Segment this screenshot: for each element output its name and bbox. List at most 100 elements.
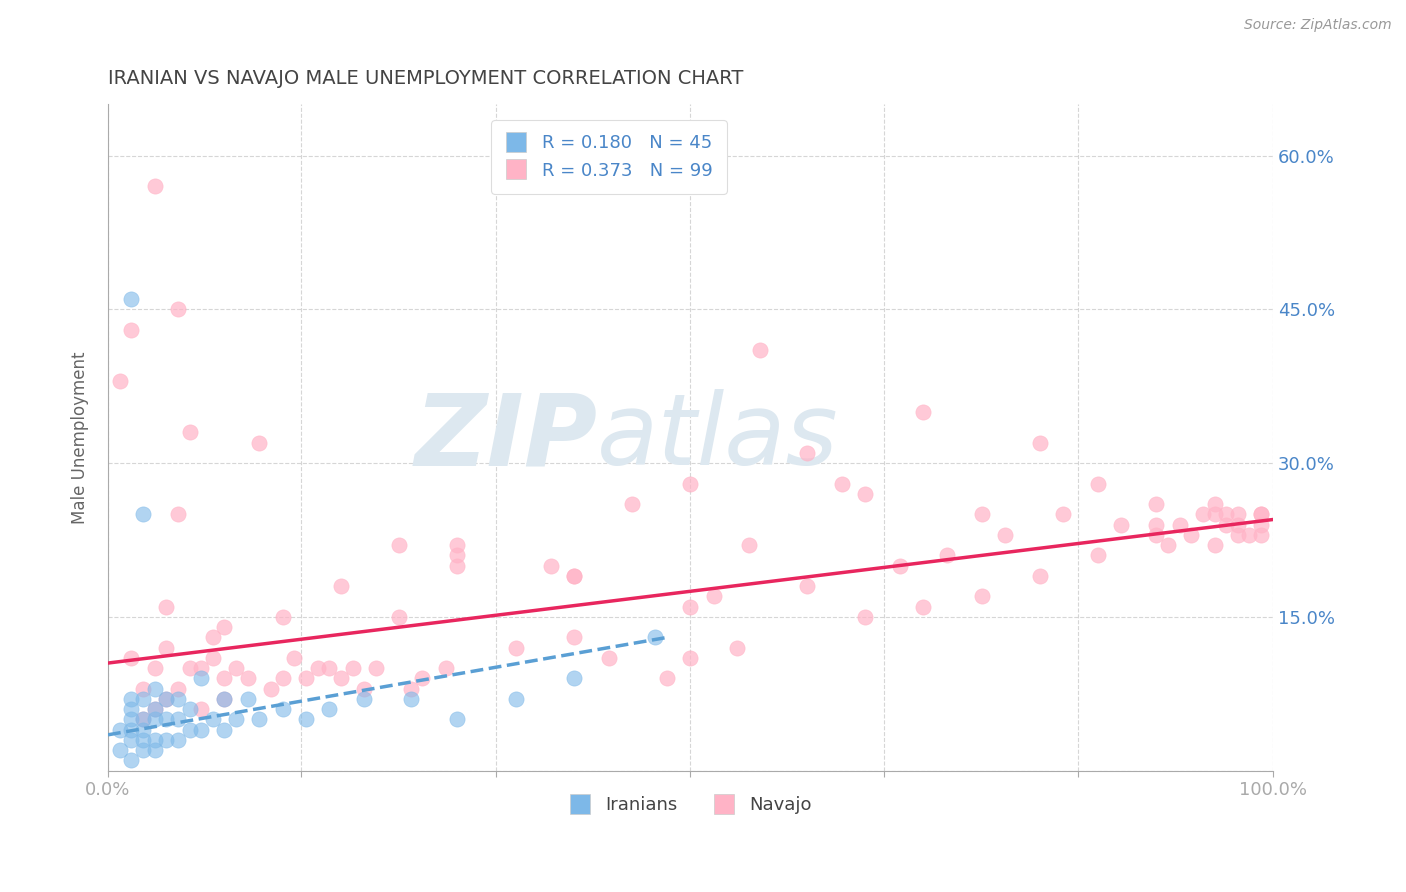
- Point: [179, 723, 201, 737]
- Point: [120, 733, 142, 747]
- Point: [1239, 528, 1261, 542]
- Point: [1250, 528, 1272, 542]
- Point: [679, 651, 702, 665]
- Point: [167, 681, 190, 696]
- Point: [236, 672, 259, 686]
- Point: [120, 323, 142, 337]
- Point: [562, 569, 585, 583]
- Point: [143, 702, 166, 716]
- Point: [120, 754, 142, 768]
- Point: [1029, 569, 1052, 583]
- Point: [399, 681, 422, 696]
- Point: [155, 733, 177, 747]
- Point: [190, 661, 212, 675]
- Point: [249, 713, 271, 727]
- Point: [970, 590, 993, 604]
- Point: [225, 661, 247, 675]
- Point: [132, 692, 155, 706]
- Point: [143, 661, 166, 675]
- Point: [562, 631, 585, 645]
- Point: [307, 661, 329, 675]
- Point: [120, 713, 142, 727]
- Point: [434, 661, 457, 675]
- Point: [540, 558, 562, 573]
- Point: [935, 549, 957, 563]
- Point: [912, 599, 935, 614]
- Point: [201, 631, 224, 645]
- Point: [399, 692, 422, 706]
- Point: [1192, 508, 1215, 522]
- Point: [562, 672, 585, 686]
- Point: [679, 476, 702, 491]
- Point: [388, 610, 411, 624]
- Point: [155, 713, 177, 727]
- Point: [446, 558, 468, 573]
- Point: [621, 497, 644, 511]
- Point: [179, 425, 201, 440]
- Point: [796, 579, 818, 593]
- Point: [295, 713, 318, 727]
- Point: [1144, 517, 1167, 532]
- Point: [1226, 508, 1249, 522]
- Point: [132, 713, 155, 727]
- Point: [1204, 538, 1226, 552]
- Point: [155, 692, 177, 706]
- Point: [505, 640, 527, 655]
- Point: [120, 723, 142, 737]
- Point: [108, 723, 131, 737]
- Point: [120, 702, 142, 716]
- Point: [353, 681, 375, 696]
- Point: [737, 538, 759, 552]
- Point: [994, 528, 1017, 542]
- Point: [143, 179, 166, 194]
- Point: [1250, 508, 1272, 522]
- Point: [155, 599, 177, 614]
- Point: [1204, 497, 1226, 511]
- Point: [1144, 497, 1167, 511]
- Point: [1250, 508, 1272, 522]
- Point: [1226, 528, 1249, 542]
- Point: [260, 681, 283, 696]
- Point: [143, 733, 166, 747]
- Point: [179, 702, 201, 716]
- Point: [214, 620, 236, 634]
- Point: [132, 713, 155, 727]
- Point: [1087, 476, 1109, 491]
- Point: [342, 661, 364, 675]
- Point: [295, 672, 318, 686]
- Point: [853, 610, 876, 624]
- Point: [283, 651, 305, 665]
- Point: [1029, 435, 1052, 450]
- Text: Source: ZipAtlas.com: Source: ZipAtlas.com: [1244, 18, 1392, 32]
- Point: [271, 702, 294, 716]
- Point: [167, 692, 190, 706]
- Point: [143, 681, 166, 696]
- Point: [1052, 508, 1074, 522]
- Point: [725, 640, 748, 655]
- Point: [214, 692, 236, 706]
- Point: [411, 672, 433, 686]
- Point: [329, 579, 352, 593]
- Point: [1226, 517, 1249, 532]
- Point: [201, 651, 224, 665]
- Point: [132, 723, 155, 737]
- Point: [179, 661, 201, 675]
- Point: [108, 374, 131, 388]
- Text: atlas: atlas: [598, 389, 839, 486]
- Point: [318, 702, 340, 716]
- Point: [1157, 538, 1180, 552]
- Point: [167, 302, 190, 317]
- Point: [679, 599, 702, 614]
- Point: [120, 292, 142, 306]
- Point: [831, 476, 853, 491]
- Point: [749, 343, 772, 358]
- Legend: Iranians, Navajo: Iranians, Navajo: [561, 789, 820, 822]
- Text: ZIP: ZIP: [415, 389, 598, 486]
- Text: IRANIAN VS NAVAJO MALE UNEMPLOYMENT CORRELATION CHART: IRANIAN VS NAVAJO MALE UNEMPLOYMENT CORR…: [108, 69, 744, 87]
- Point: [236, 692, 259, 706]
- Point: [655, 672, 678, 686]
- Point: [388, 538, 411, 552]
- Point: [201, 713, 224, 727]
- Point: [1250, 517, 1272, 532]
- Point: [1180, 528, 1202, 542]
